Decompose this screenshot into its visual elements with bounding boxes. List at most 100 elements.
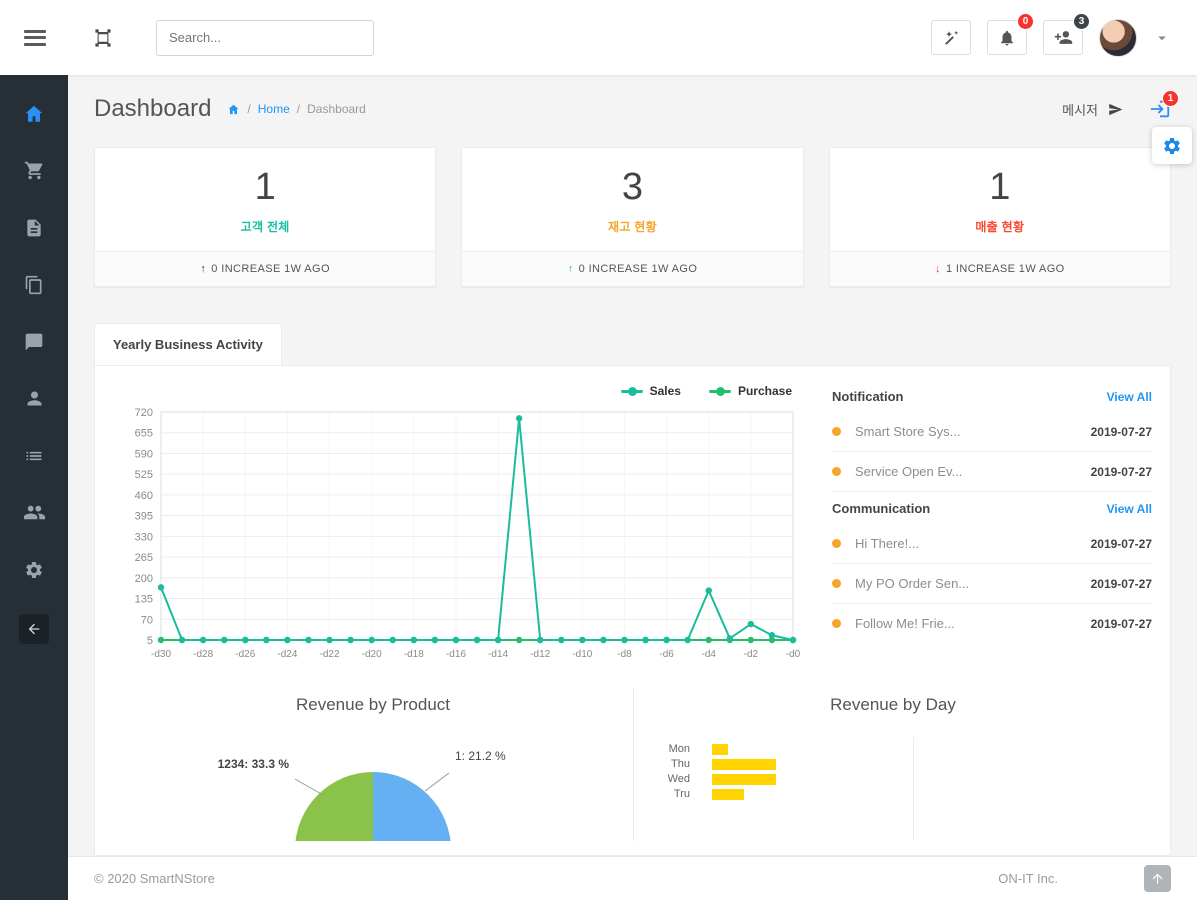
line-chart-area: Sales Purchase -d30 -d28 -d26 -d24 -d22 -d20-… [113,380,808,673]
stat-footer-text: 1 INCREASE 1W AGO [945,263,1065,275]
bar-category-label: Wed [667,773,690,785]
svg-text:-d28: -d28 [193,649,213,660]
trend-arrow-icon: ↑ [567,263,574,275]
svg-text:460: 460 [135,490,153,502]
settings-panel-toggle[interactable] [1152,127,1192,164]
caret-down-icon[interactable] [1153,29,1171,47]
revenue-by-day-section: Revenue by Day Mon Thu Wed Tru [633,689,1152,841]
bar-row: Mon [642,743,1152,755]
svg-text:-d4: -d4 [702,649,717,660]
item-date: 2019-07-27 [1090,464,1152,479]
bar-category-label: Mon [668,743,690,755]
sidebar-item-home[interactable] [0,85,68,142]
panel-heading-notification: Notification View All [832,380,1152,412]
sidebar-item-users[interactable] [0,484,68,541]
sidebar-item-settings[interactable] [0,541,68,598]
bar-row: Tru [642,788,1152,800]
revenue-product-pie-chart: 1: 21.2 % 1234: 33.3 % [113,721,633,841]
notifications-badge: 0 [1017,13,1034,30]
bar-fill [712,743,728,755]
avatar[interactable] [1099,18,1137,57]
svg-text:-d10: -d10 [572,649,592,660]
shopping-cart-icon [24,160,45,181]
sidebar-item-orders[interactable] [0,142,68,199]
tab-yearly-activity[interactable]: Yearly Business Activity [94,323,282,365]
sidebar-item-documents[interactable] [0,256,68,313]
bar-track [712,758,1152,770]
breadcrumb-home-link[interactable]: Home [257,102,290,116]
legend-item-purchase: Purchase [708,384,792,398]
stat-footer: ↑ 0 INCREASE 1W AGO [462,251,803,286]
stat-footer: ↑ 0 INCREASE 1W AGO [95,251,436,286]
pie-svg [294,772,451,841]
panel-title: Communication [832,501,931,516]
svg-text:-d22: -d22 [320,649,340,660]
view-all-link[interactable]: View All [1106,501,1152,516]
status-dot-icon [832,579,841,588]
bar-fill [712,758,776,770]
purchase-marker-icon [708,386,731,396]
bottom-charts: Revenue by Product 1: 21.2 % 1234: 33.3 … [113,689,1152,841]
hamburger-menu-icon[interactable] [24,29,46,46]
sidebar-item-messages[interactable] [0,313,68,370]
svg-text:135: 135 [135,594,153,606]
sidebar-collapse-button[interactable] [19,614,49,644]
sidebar-item-schedule[interactable] [0,427,68,484]
status-dot-icon [832,427,841,436]
notifications-button[interactable]: 0 [987,13,1034,55]
svg-text:-d16: -d16 [446,649,466,660]
sidebar-item-invoices[interactable] [0,199,68,256]
users-icon [23,501,46,524]
tab-row: Yearly Business Activity [68,287,1197,365]
item-date: 2019-07-27 [1090,536,1152,551]
bar-track [712,773,1152,785]
person-icon [24,388,45,409]
home-icon[interactable] [227,103,240,116]
stat-card-customers: 1 고객 전체 ↑ 0 INCREASE 1W AGO [94,147,437,287]
view-all-link[interactable]: View All [1106,389,1152,404]
file-invoice-icon [24,218,44,238]
notification-item[interactable]: Smart Store Sys... 2019-07-27 [832,412,1152,452]
search-input[interactable] [156,19,374,56]
logo-icon[interactable] [90,25,116,51]
magic-wand-button[interactable] [931,20,971,55]
svg-text:-d8: -d8 [617,649,632,660]
revenue-by-product-section: Revenue by Product 1: 21.2 % 1234: 33.3 … [113,689,633,841]
communication-item[interactable]: Hi There!... 2019-07-27 [832,524,1152,564]
copy-icon [24,275,44,295]
communication-item[interactable]: Follow Me! Frie... 2019-07-27 [832,604,1152,643]
svg-text:720: 720 [135,407,153,419]
bar-category-label: Tru [673,788,690,800]
login-button[interactable]: 1 [1149,90,1179,120]
sidebar-item-customers[interactable] [0,370,68,427]
stat-value: 1 [254,166,276,208]
legend-label: Purchase [737,384,792,398]
svg-text:-d18: -d18 [404,649,424,660]
stat-footer: ↓ 1 INCREASE 1W AGO [829,251,1170,286]
invite-user-button[interactable]: 3 [1043,13,1090,55]
content-header: Dashboard / Home / Dashboard 메시저 1 [68,75,1197,123]
svg-text:200: 200 [135,573,153,585]
revenue-day-bar-chart: Mon Thu Wed Tru [634,737,1152,840]
invite-badge: 3 [1073,13,1090,30]
pie-slice-1 [373,772,451,841]
status-dot-icon [832,539,841,548]
svg-text:-d12: -d12 [530,649,550,660]
messenger-label[interactable]: 메시저 [1062,102,1098,118]
scroll-to-top-button[interactable] [1144,865,1171,892]
header-actions: 메시저 1 [1062,90,1179,120]
activity-card: Sales Purchase -d30 -d28 -d26 -d24 -d22 -d20-… [94,365,1171,856]
stat-value: 3 [621,166,644,208]
svg-text:-d24: -d24 [277,649,297,660]
breadcrumb-separator: / [296,102,301,116]
communication-item[interactable]: My PO Order Sen... 2019-07-27 [832,564,1152,604]
notification-item[interactable]: Service Open Ev... 2019-07-27 [832,452,1152,492]
svg-text:-d6: -d6 [659,649,674,660]
login-badge: 1 [1162,90,1179,107]
send-icon[interactable] [1108,102,1123,117]
svg-text:525: 525 [135,469,153,481]
stat-label: 고객 전체 [240,220,290,234]
bar-fill [712,773,776,785]
item-text: Smart Store Sys... [855,424,961,439]
sales-marker-icon [620,386,643,396]
